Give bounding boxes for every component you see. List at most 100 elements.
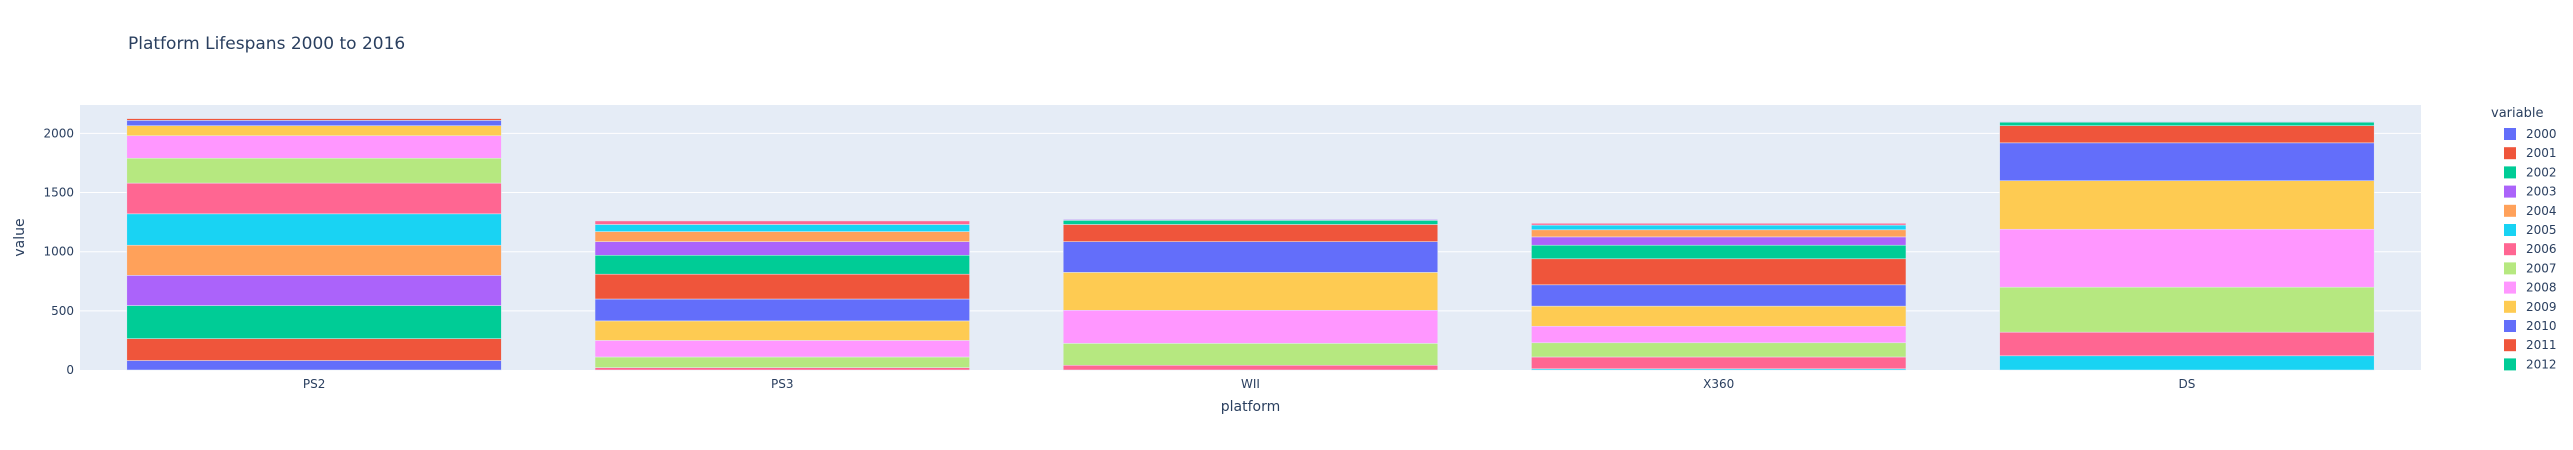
legend-item-2000[interactable]: 2000 — [2504, 127, 2557, 141]
bar-ps2-2005[interactable] — [126, 213, 502, 246]
legend-label: 2006 — [2526, 242, 2557, 256]
legend-label: 2004 — [2526, 204, 2557, 218]
bar-x360-2016[interactable] — [1531, 223, 1907, 226]
legend-item-2003[interactable]: 2003 — [2504, 185, 2557, 199]
bar-ps2-2008[interactable] — [126, 135, 502, 159]
legend-label: 2010 — [2526, 319, 2557, 333]
bar-ds-2011[interactable] — [1999, 125, 2375, 144]
legend-title: variable — [2491, 106, 2543, 121]
legend-label: 2007 — [2526, 261, 2557, 275]
bar-x360-2006[interactable] — [1531, 356, 1907, 370]
bar-ps3-2010[interactable] — [594, 298, 970, 322]
y-axis-ticks: 0 500 1000 1500 2000 — [43, 126, 74, 377]
legend-swatch — [2504, 185, 2516, 198]
bar-ds-2013[interactable] — [1999, 121, 2375, 123]
legend-label: 2008 — [2526, 281, 2557, 295]
chart-title: Platform Lifespans 2000 to 2016 — [128, 34, 405, 54]
bar-x360-2010[interactable] — [1531, 284, 1907, 307]
bar-ps2-2001[interactable] — [126, 338, 502, 361]
bar-ds-2007[interactable] — [1999, 286, 2375, 333]
y-tick-label: 1500 — [43, 186, 74, 200]
legend-label: 2009 — [2526, 300, 2557, 314]
bar-ps3-2009[interactable] — [594, 320, 970, 341]
bar-wii-2012[interactable] — [1062, 220, 1439, 225]
legend-item-2004[interactable]: 2004 — [2504, 204, 2557, 218]
legend-item-2011[interactable]: 2011 — [2504, 338, 2557, 352]
legend-item-2007[interactable]: 2007 — [2504, 261, 2557, 275]
bar-wii-2010[interactable] — [1062, 241, 1439, 273]
legend-item-2001[interactable]: 2001 — [2504, 146, 2557, 160]
bar-ps3-2011[interactable] — [594, 273, 970, 300]
bar-ps2-2000[interactable] — [126, 360, 502, 371]
legend-swatch — [2504, 300, 2516, 313]
bar-ps3-2012[interactable] — [594, 254, 970, 275]
legend[interactable]: 2000 2001 2002 2003 2004 2005 2006 2007 2008 2009… — [2504, 127, 2557, 371]
bar-x360-2014[interactable] — [1531, 229, 1907, 238]
bar-ds-2005[interactable] — [1999, 355, 2375, 371]
legend-swatch — [2504, 281, 2516, 294]
legend-label: 2003 — [2526, 185, 2557, 199]
bar-ps3-2014[interactable] — [594, 231, 970, 242]
legend-swatch — [2504, 339, 2516, 352]
bar-ps3-2013[interactable] — [594, 241, 970, 256]
legend-label: 2002 — [2526, 165, 2557, 179]
bar-wii-2006[interactable] — [1062, 365, 1439, 371]
y-tick-label: 1000 — [43, 245, 74, 259]
bar-ps2-2006[interactable] — [126, 182, 502, 215]
bar-ps3-2015[interactable] — [594, 224, 970, 232]
bar-x360-2011[interactable] — [1531, 258, 1907, 286]
bar-ps2-2010[interactable] — [126, 120, 502, 126]
legend-swatch — [2504, 128, 2516, 140]
bar-wii-2007[interactable] — [1062, 343, 1439, 366]
bar-ps2-2007[interactable] — [126, 157, 502, 184]
bar-ds-2010[interactable] — [1999, 142, 2375, 181]
bar-x360-2012[interactable] — [1531, 244, 1907, 260]
bar-ps2-2004[interactable] — [126, 244, 502, 276]
legend-swatch — [2504, 204, 2516, 217]
bar-ps3-2008[interactable] — [594, 340, 970, 358]
legend-swatch — [2504, 243, 2516, 256]
bar-x360-2009[interactable] — [1531, 305, 1907, 327]
legend-item-2002[interactable]: 2002 — [2504, 165, 2557, 179]
legend-item-2010[interactable]: 2010 — [2504, 319, 2557, 333]
legend-item-2008[interactable]: 2008 — [2504, 281, 2557, 295]
legend-item-2006[interactable]: 2006 — [2504, 242, 2557, 256]
y-tick-label: 0 — [66, 363, 74, 377]
legend-item-2005[interactable]: 2005 — [2504, 223, 2557, 237]
x-tick-label: WII — [1241, 377, 1260, 391]
legend-item-2009[interactable]: 2009 — [2504, 300, 2557, 314]
bar-wii-2011[interactable] — [1062, 224, 1439, 242]
bar-wii-2008[interactable] — [1062, 310, 1439, 344]
legend-item-2012[interactable]: 2012 — [2504, 357, 2557, 371]
bar-ps3-2007[interactable] — [594, 356, 970, 368]
bar-x360-2007[interactable] — [1531, 342, 1907, 358]
x-tick-label: DS — [2178, 377, 2195, 391]
legend-swatch — [2504, 166, 2516, 179]
bar-ps3-2006[interactable] — [594, 367, 970, 371]
bar-ps2-2002[interactable] — [126, 305, 502, 339]
bar-ds-2008[interactable] — [1999, 228, 2375, 288]
y-tick-label: 500 — [51, 304, 74, 318]
bar-x360-2013[interactable] — [1531, 236, 1907, 246]
y-axis-title: value — [12, 218, 28, 256]
x-axis-ticks: PS2 PS3 WII X360 DS — [303, 377, 2195, 391]
bar-ds-2009[interactable] — [1999, 180, 2375, 230]
legend-label: 2001 — [2526, 146, 2557, 160]
legend-label: 2011 — [2526, 338, 2557, 352]
bar-ps3-2016[interactable] — [594, 220, 970, 225]
legend-label: 2000 — [2526, 127, 2557, 141]
bar-x360-2008[interactable] — [1531, 325, 1907, 344]
y-tick-label: 2000 — [43, 126, 74, 140]
x-tick-label: PS2 — [303, 377, 326, 391]
bar-ds-2006[interactable] — [1999, 331, 2375, 357]
bar-ds-2012[interactable] — [1999, 121, 2375, 126]
bar-ps2-2011[interactable] — [126, 118, 502, 121]
x-tick-label: PS3 — [771, 377, 794, 391]
bar-x360-2015[interactable] — [1531, 224, 1907, 231]
x-axis-title: platform — [1221, 399, 1281, 415]
bar-ps2-2009[interactable] — [126, 125, 502, 137]
bar-wii-2009[interactable] — [1062, 272, 1439, 311]
bar-ps2-2003[interactable] — [126, 275, 502, 306]
